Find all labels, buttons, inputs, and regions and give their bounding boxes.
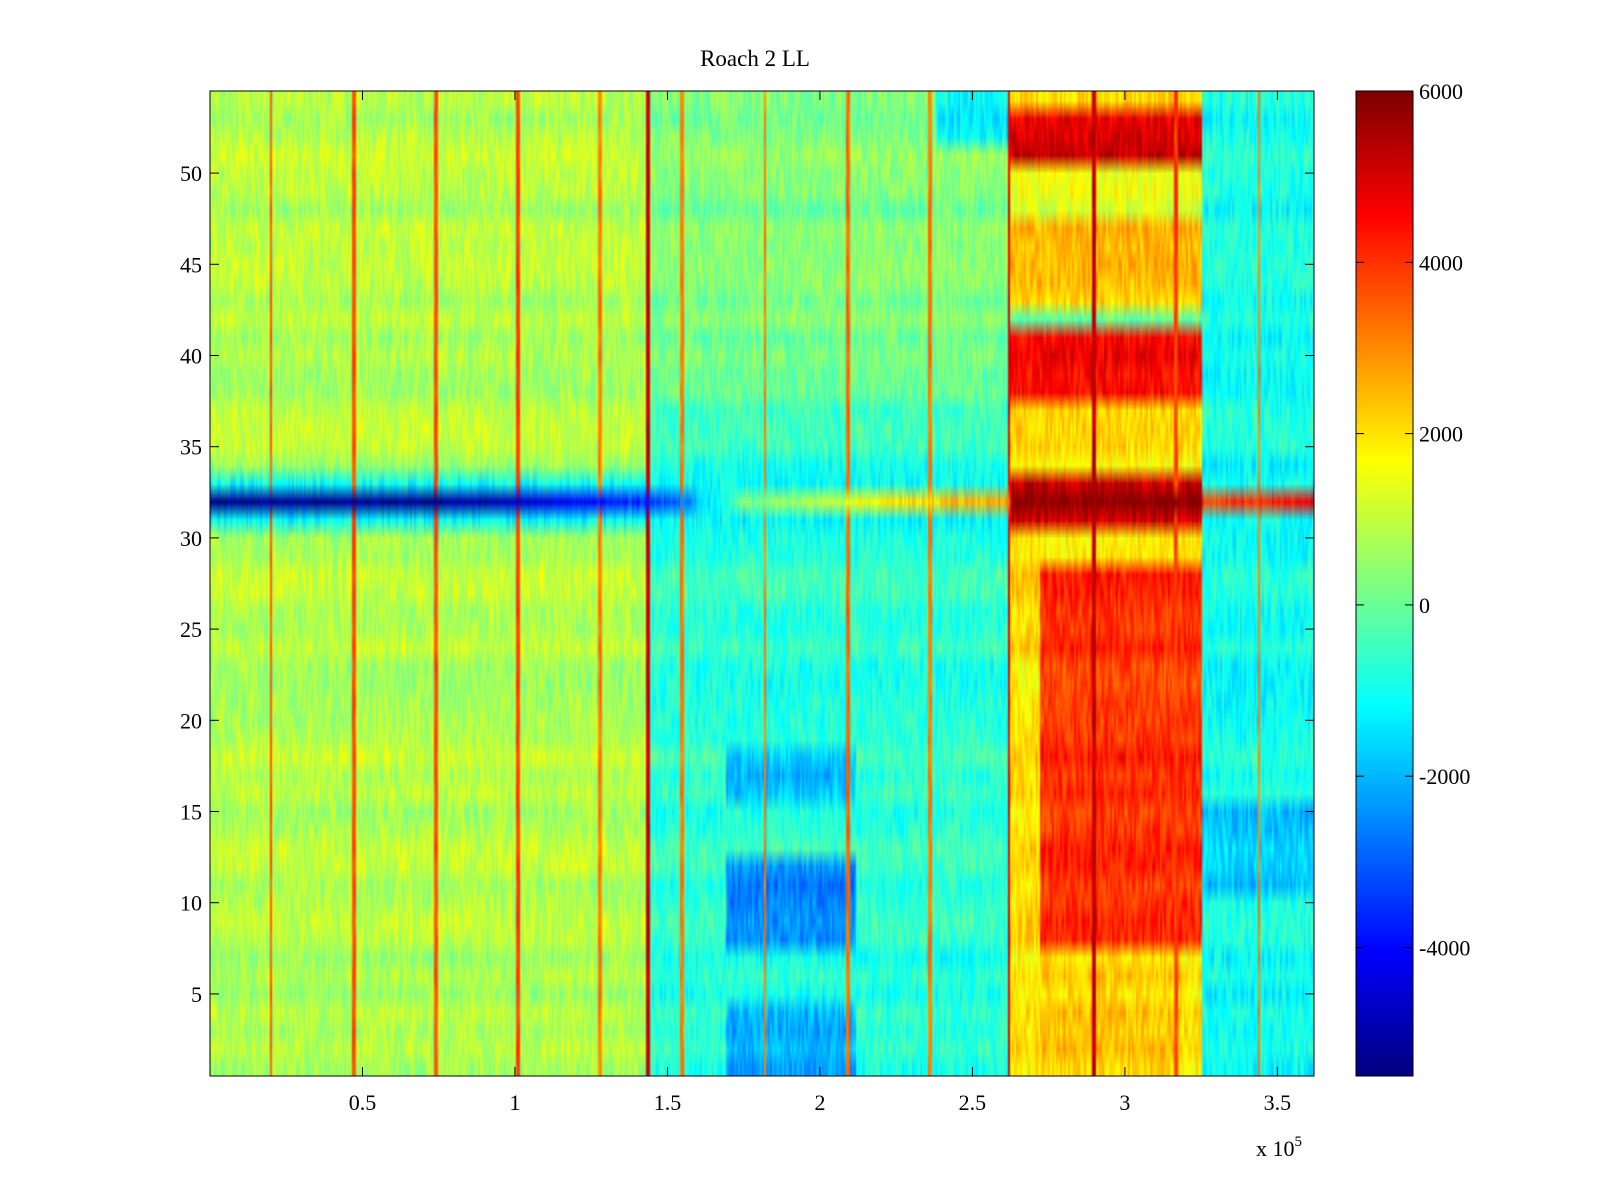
colorbar-tick-label: 6000 bbox=[1419, 79, 1463, 104]
y-tick-label: 30 bbox=[180, 526, 202, 551]
colorbar-frame bbox=[1355, 90, 1414, 1077]
colorbar-gradient bbox=[1356, 91, 1413, 1076]
x-tick-label: 1 bbox=[509, 1090, 520, 1115]
colorbar-tick-label: 2000 bbox=[1419, 422, 1463, 447]
y-tick-label: 45 bbox=[180, 252, 202, 277]
colorbar-tick-label: 4000 bbox=[1419, 250, 1463, 275]
x-tick-label: 3.5 bbox=[1264, 1090, 1292, 1115]
y-tick-label: 25 bbox=[180, 617, 202, 642]
chart-title: Roach 2 LL bbox=[700, 46, 810, 71]
colorbar-tick-label: -4000 bbox=[1419, 936, 1470, 961]
y-tick-label: 20 bbox=[180, 708, 202, 733]
colorbar-tick-label: -2000 bbox=[1419, 764, 1470, 789]
colorbar: -4000 -2000 0 2000 4000 6000 bbox=[1355, 79, 1470, 1077]
y-tick-label: 40 bbox=[180, 343, 202, 368]
x-axis-multiplier-exponent: 5 bbox=[1295, 1134, 1303, 1150]
x-axis-multiplier: x 105 bbox=[1256, 1134, 1302, 1161]
x-tick-label: 2 bbox=[814, 1090, 825, 1115]
x-tick-label: 1.5 bbox=[654, 1090, 682, 1115]
y-tick-label: 50 bbox=[180, 161, 202, 186]
x-tick-label: 0.5 bbox=[349, 1090, 377, 1115]
y-tick-label: 10 bbox=[180, 891, 202, 916]
colorbar-axis: -4000 -2000 0 2000 4000 6000 bbox=[1356, 79, 1470, 961]
y-axis: 5 10 15 20 25 30 35 40 45 50 bbox=[180, 161, 1314, 1007]
heatmap-plot bbox=[209, 90, 1315, 1077]
x-axis-multiplier-base: x 10 bbox=[1256, 1136, 1295, 1161]
heatmap-cells bbox=[210, 91, 1314, 1076]
plot-frame bbox=[209, 90, 1315, 1077]
y-tick-label: 15 bbox=[180, 800, 202, 825]
x-tick-label: 3 bbox=[1119, 1090, 1130, 1115]
x-axis: 0.5 1 1.5 2 2.5 3 3.5 bbox=[349, 91, 1291, 1115]
x-tick-label: 2.5 bbox=[959, 1090, 987, 1115]
colorbar-tick-label: 0 bbox=[1419, 593, 1430, 618]
y-tick-label: 5 bbox=[191, 982, 202, 1007]
y-tick-label: 35 bbox=[180, 435, 202, 460]
